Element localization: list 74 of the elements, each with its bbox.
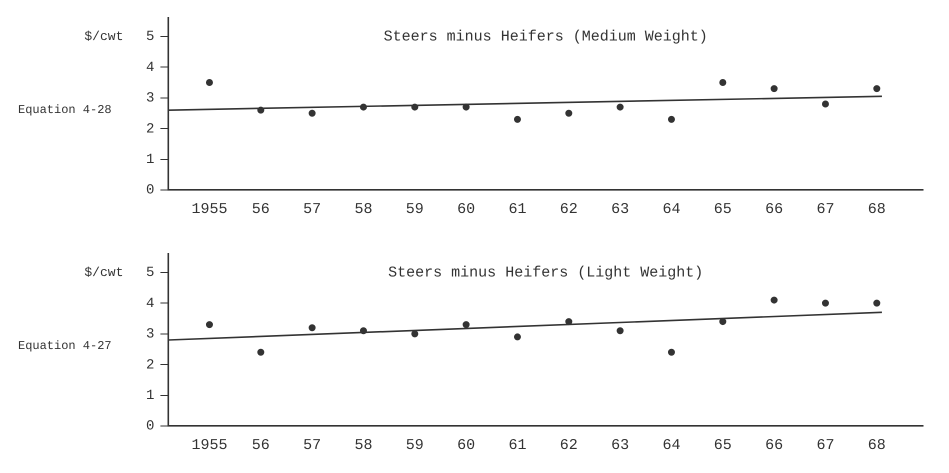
y-axis-title: $/cwt (84, 28, 124, 44)
x-tick-label: 66 (765, 200, 784, 218)
point (770, 85, 778, 92)
point (462, 104, 470, 111)
y-axis-title: $/cwt (84, 264, 124, 280)
x-tick-label: 64 (662, 200, 680, 218)
point (206, 79, 213, 86)
point (565, 110, 572, 117)
point (308, 324, 316, 332)
x-tick-label: 67 (816, 200, 834, 218)
point (719, 318, 726, 326)
y-tick-label: 1 (146, 388, 154, 404)
y-tick-label: 5 (146, 265, 154, 282)
y-tick-label: 0 (146, 418, 154, 435)
point (462, 321, 470, 328)
x-tick-label: 63 (611, 200, 630, 218)
x-tick-label: 61 (508, 200, 526, 218)
point (873, 300, 880, 307)
point (822, 100, 829, 108)
x-tick-label: 58 (354, 436, 372, 454)
point (257, 348, 264, 356)
x-tick-label: 65 (714, 436, 732, 454)
y-tick-label: 5 (146, 29, 154, 46)
point (360, 104, 367, 111)
point (822, 300, 829, 307)
x-tick-label: 68 (868, 200, 886, 218)
x-tick-label: 63 (611, 436, 630, 454)
x-tick-label: 56 (252, 200, 270, 218)
y-tick-label: 2 (146, 121, 154, 138)
y-tick-label: 0 (146, 182, 154, 199)
point (514, 333, 521, 340)
point (308, 110, 316, 117)
point (873, 85, 880, 92)
text: Equation 4-27 (18, 339, 112, 354)
x-tick-label: 57 (303, 436, 322, 454)
point (616, 327, 624, 334)
x-tick-label: 58 (354, 200, 372, 218)
x-tick-label: 57 (303, 200, 322, 218)
point (360, 327, 367, 334)
point (668, 116, 675, 123)
x-tick-label: 68 (868, 436, 886, 454)
y-tick-label: 4 (146, 60, 154, 76)
point (770, 296, 778, 304)
x-tick-label: 60 (457, 200, 476, 218)
x-tick-label: 1955 (191, 200, 228, 218)
x-tick-label: 60 (457, 436, 476, 454)
y-tick-label: 3 (146, 326, 154, 343)
text: Steers minus Heifers (Medium Weight) (384, 28, 708, 46)
x-tick-label: 1955 (191, 436, 228, 454)
point (411, 104, 418, 111)
x-tick-label: 56 (252, 436, 270, 454)
point (206, 321, 213, 328)
point (514, 116, 521, 123)
x-tick-label: 62 (560, 200, 578, 218)
point (616, 104, 624, 111)
x-tick-label: 65 (714, 200, 732, 218)
x-tick-label: 67 (816, 436, 834, 454)
text: Steers minus Heifers (Light Weight) (388, 264, 704, 282)
x-tick-label: 59 (406, 436, 424, 454)
point (668, 348, 675, 356)
text: Equation 4-28 (18, 103, 112, 118)
y-tick-label: 4 (146, 296, 154, 312)
x-tick-label: 59 (406, 200, 424, 218)
point (257, 106, 264, 114)
point (719, 79, 726, 86)
x-tick-label: 62 (560, 436, 578, 454)
x-tick-label: 66 (765, 436, 784, 454)
x-tick-label: 64 (662, 436, 680, 454)
y-tick-label: 2 (146, 357, 154, 374)
y-tick-label: 3 (146, 90, 154, 107)
x-tick-label: 61 (508, 436, 526, 454)
point (565, 318, 572, 326)
y-tick-label: 1 (146, 152, 154, 168)
point (411, 330, 418, 338)
